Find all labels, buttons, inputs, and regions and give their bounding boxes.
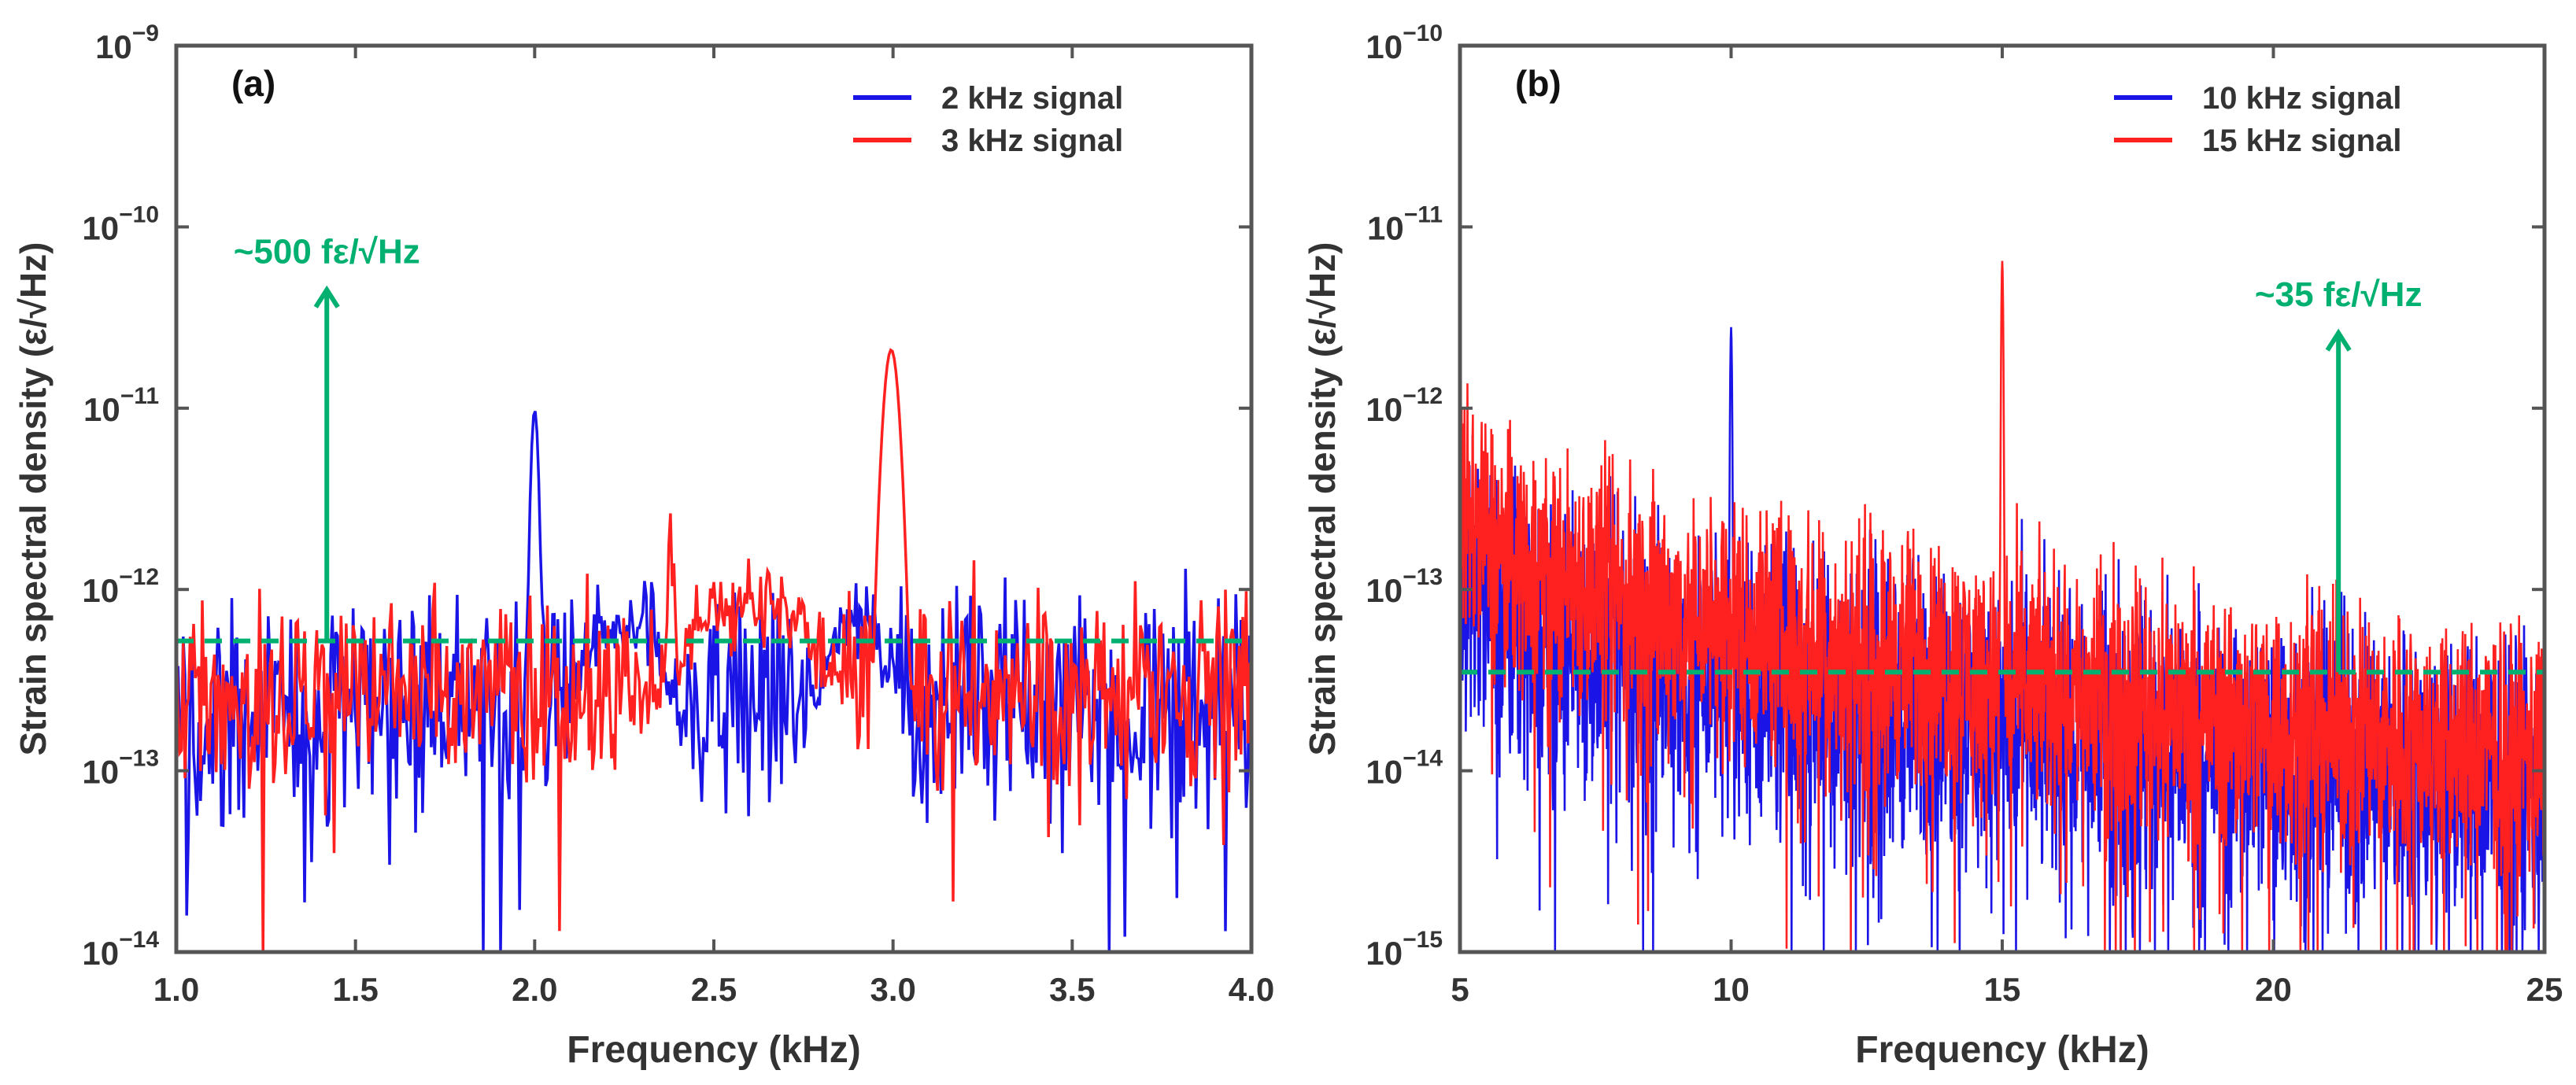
a-ytick-label: 10−10 xyxy=(82,201,159,246)
b-x-axis-label: Frequency (kHz) xyxy=(1855,1029,2149,1071)
b-xtick-label: 15 xyxy=(1984,971,2021,1008)
a-legend-label-1: 2 kHz signal xyxy=(941,81,1123,116)
b-ytick-exponent: −13 xyxy=(1403,564,1443,590)
b-ytick-label: 10−14 xyxy=(1366,746,1443,791)
a-y-ticks: 10−14 10−13 10−12 10−11 10−10 10−9 xyxy=(82,20,1251,972)
a-ytick-exponent: −13 xyxy=(119,746,159,772)
a-arrow-head xyxy=(313,285,340,308)
b-ytick-exponent: −10 xyxy=(1403,20,1443,46)
b-ytick-exponent: −11 xyxy=(1404,201,1443,227)
a-panel-label: (a) xyxy=(231,63,275,104)
b-xtick-label: 10 xyxy=(1713,971,1750,1008)
b-xtick-label: 5 xyxy=(1451,971,1469,1008)
a-ytick-exponent: −9 xyxy=(132,20,159,46)
a-x-axis-label: Frequency (kHz) xyxy=(567,1029,860,1071)
b-threshold-arrow xyxy=(2325,328,2352,673)
a-threshold-arrow xyxy=(313,285,340,641)
b-y-ticks: 10−15 10−14 10−13 10−12 10−11 10−10 xyxy=(1366,20,2545,972)
b-y-axis-label: Strain spectral density (ε/√Hz) xyxy=(1302,242,1343,756)
a-traces xyxy=(175,348,1253,953)
a-legend: 2 kHz signal 3 kHz signal xyxy=(853,81,1123,158)
a-ytick-exponent: −10 xyxy=(119,201,159,227)
a-xtick-label: 1.0 xyxy=(153,971,199,1008)
b-traces xyxy=(1458,260,2546,953)
b-ytick-exponent: −15 xyxy=(1403,927,1443,953)
a-ytick-label: 10−13 xyxy=(82,746,159,791)
a-ytick-exponent: −11 xyxy=(120,383,159,409)
a-xtick-label: 3.0 xyxy=(870,971,915,1008)
b-legend-label-1: 10 kHz signal xyxy=(2202,81,2401,116)
a-ytick-label: 10−11 xyxy=(83,383,159,428)
a-threshold-label: ~500 fε/√Hz xyxy=(234,232,420,271)
b-ytick-label: 10−13 xyxy=(1366,564,1443,609)
b-ytick-label: 10−10 xyxy=(1366,20,1443,65)
a-xtick-label: 4.0 xyxy=(1229,971,1274,1008)
b-ytick-label: 10−11 xyxy=(1367,201,1443,246)
a-plot-frame xyxy=(174,43,1254,954)
b-xtick-label: 25 xyxy=(2526,971,2563,1008)
a-x-ticks: 1.0 1.5 2.0 2.5 3.0 3.5 4.0 xyxy=(153,46,1274,1008)
a-y-axis-label: Strain spectral density (ε/√Hz) xyxy=(13,242,54,756)
a-ytick-exponent: −12 xyxy=(119,564,159,590)
b-ytick-exponent: −14 xyxy=(1403,746,1443,772)
b-panel-label: (b) xyxy=(1515,63,1561,104)
b-x-ticks: 5 10 15 20 25 xyxy=(1451,46,2563,1008)
panel-a: ~500 fε/√Hz 10−1410−1310−1210−1110−1010−… xyxy=(13,20,1274,1071)
a-ytick-label: 10−9 xyxy=(95,20,159,65)
b-threshold-label: ~35 fε/√Hz xyxy=(2255,275,2423,314)
a-ytick-exponent: −14 xyxy=(119,927,159,953)
b-ytick-label: 10−12 xyxy=(1366,383,1443,428)
a-series-2-line xyxy=(175,348,1253,953)
a-xtick-label: 1.5 xyxy=(332,971,378,1008)
a-xtick-label: 2.0 xyxy=(512,971,557,1008)
a-xtick-label: 2.5 xyxy=(691,971,737,1008)
b-ytick-label: 10−15 xyxy=(1366,927,1443,972)
b-legend: 10 kHz signal 15 kHz signal xyxy=(2114,81,2401,158)
a-xtick-label: 3.5 xyxy=(1049,971,1095,1008)
b-arrow-head xyxy=(2325,328,2352,352)
b-series-2-line xyxy=(1458,260,2546,953)
b-ytick-exponent: −12 xyxy=(1403,383,1443,409)
b-legend-label-2: 15 kHz signal xyxy=(2202,124,2401,158)
b-xtick-label: 20 xyxy=(2255,971,2292,1008)
a-legend-label-2: 3 kHz signal xyxy=(941,124,1123,158)
a-ytick-label: 10−14 xyxy=(82,927,159,972)
panel-b: ~35 fε/√Hz 10−1510−1410−1310−1210−1110−1… xyxy=(1302,20,2563,1071)
a-ytick-label: 10−12 xyxy=(82,564,159,609)
